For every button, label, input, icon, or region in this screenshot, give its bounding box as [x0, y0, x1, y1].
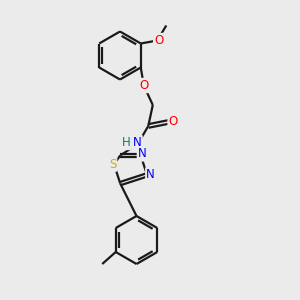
Text: S: S	[109, 158, 116, 171]
Text: H: H	[122, 136, 131, 149]
Text: N: N	[133, 136, 142, 149]
Text: O: O	[169, 115, 178, 128]
Text: N: N	[146, 168, 155, 182]
Text: O: O	[154, 34, 164, 47]
Text: N: N	[138, 147, 147, 161]
Text: O: O	[139, 79, 148, 92]
